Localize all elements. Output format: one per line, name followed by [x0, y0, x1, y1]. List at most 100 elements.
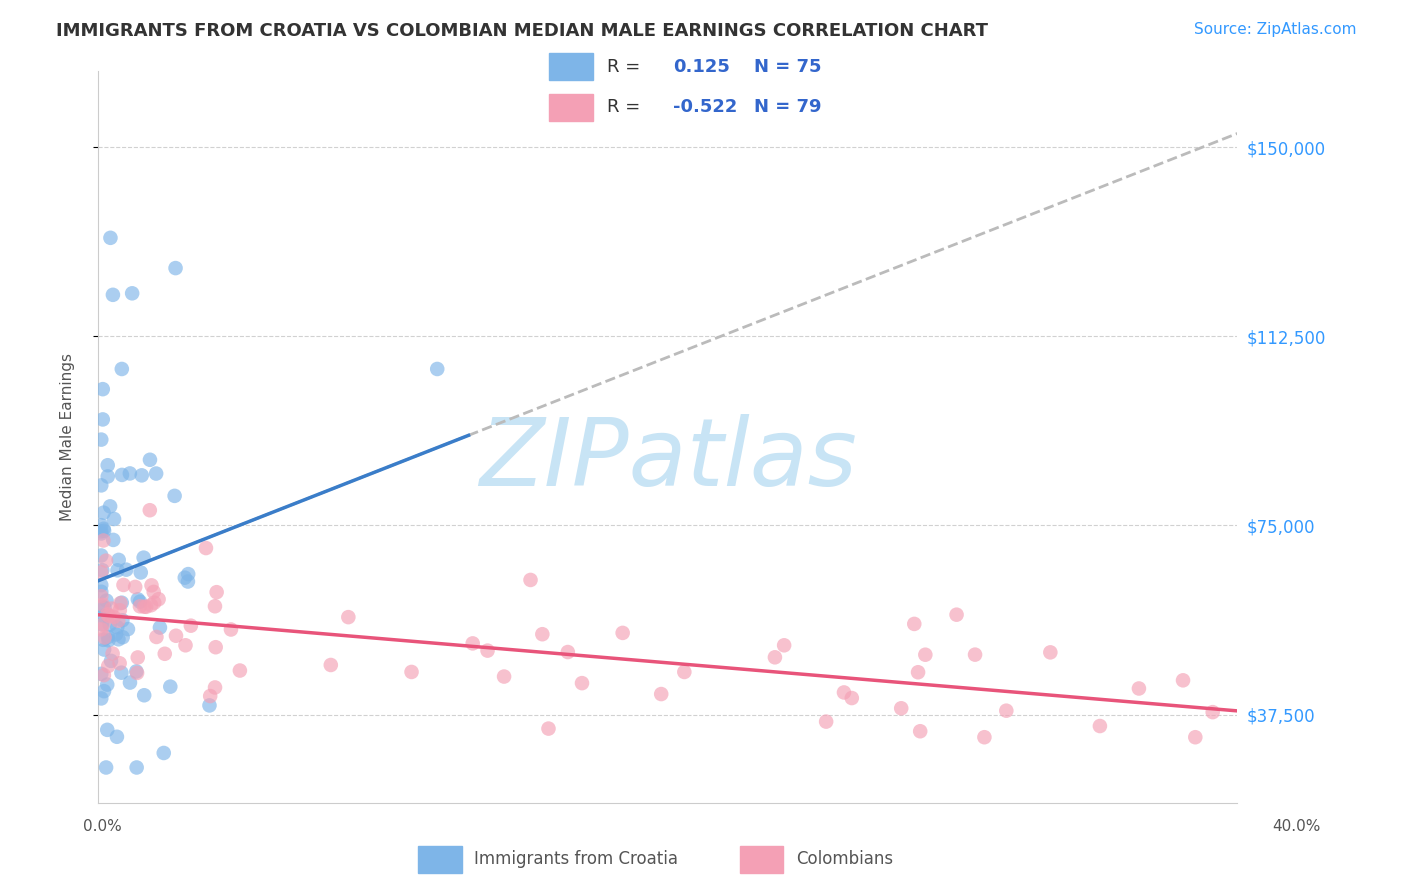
- Point: [93, 684, 115, 698]
- Point: [129, 566, 152, 580]
- Point: [337, 610, 360, 624]
- Point: [105, 730, 128, 744]
- Text: R =: R =: [607, 58, 641, 76]
- Point: [100, 601, 122, 615]
- Point: [91, 617, 114, 632]
- Point: [90, 524, 112, 539]
- Point: [96, 677, 118, 691]
- Point: [914, 648, 936, 662]
- Point: [90, 623, 112, 637]
- Point: [93, 631, 115, 645]
- Point: [152, 746, 174, 760]
- Point: [91, 598, 114, 612]
- Point: [494, 669, 516, 683]
- Point: [135, 599, 157, 614]
- Point: [139, 503, 162, 517]
- Point: [91, 412, 114, 426]
- Point: [127, 650, 149, 665]
- Point: [612, 626, 634, 640]
- Point: [1039, 645, 1062, 659]
- Point: [832, 685, 855, 699]
- Point: [90, 518, 112, 533]
- Point: [129, 595, 152, 609]
- Text: ZIPatlas: ZIPatlas: [479, 414, 856, 505]
- Point: [93, 533, 115, 548]
- Bar: [548, 54, 593, 80]
- Point: [973, 730, 995, 744]
- Point: [124, 580, 146, 594]
- Point: [94, 760, 117, 774]
- Point: [111, 467, 134, 482]
- Point: [105, 620, 128, 634]
- Bar: [419, 847, 461, 873]
- Point: [100, 654, 122, 668]
- Point: [134, 599, 156, 614]
- Point: [93, 668, 115, 682]
- Point: [204, 599, 226, 614]
- Point: [97, 469, 120, 483]
- Point: [91, 599, 114, 614]
- Point: [1128, 681, 1150, 696]
- Point: [219, 623, 242, 637]
- Point: [461, 636, 484, 650]
- Point: [98, 609, 121, 624]
- Point: [125, 665, 148, 680]
- Point: [90, 566, 112, 580]
- Point: [134, 688, 156, 702]
- Text: 40.0%: 40.0%: [1272, 820, 1320, 834]
- Point: [1202, 705, 1225, 719]
- Point: [139, 599, 162, 613]
- Point: [101, 647, 124, 661]
- Point: [531, 627, 554, 641]
- Point: [198, 698, 221, 713]
- Point: [148, 592, 170, 607]
- Point: [91, 382, 114, 396]
- Point: [519, 573, 541, 587]
- Point: [108, 657, 131, 671]
- Point: [93, 522, 115, 536]
- Point: [229, 664, 252, 678]
- Point: [93, 524, 115, 538]
- Point: [107, 563, 129, 577]
- Point: [773, 638, 796, 652]
- Point: [103, 610, 125, 624]
- Point: [91, 632, 114, 647]
- Point: [165, 629, 187, 643]
- Point: [650, 687, 672, 701]
- Point: [90, 584, 112, 599]
- Point: [93, 642, 115, 657]
- Text: N = 79: N = 79: [754, 98, 821, 116]
- Point: [93, 601, 115, 615]
- Point: [111, 596, 134, 610]
- Point: [100, 231, 122, 245]
- Point: [319, 658, 342, 673]
- Point: [145, 467, 167, 481]
- Point: [153, 647, 176, 661]
- Point: [125, 760, 148, 774]
- Point: [98, 500, 121, 514]
- Point: [103, 512, 125, 526]
- Point: [815, 714, 838, 729]
- Point: [90, 526, 112, 541]
- Point: [177, 567, 200, 582]
- Point: [177, 574, 200, 589]
- Point: [174, 638, 197, 652]
- Point: [107, 614, 129, 628]
- Text: 0.0%: 0.0%: [83, 820, 122, 834]
- Point: [90, 691, 112, 706]
- Point: [1088, 719, 1111, 733]
- Point: [90, 589, 112, 603]
- Point: [890, 701, 912, 715]
- Text: Immigrants from Croatia: Immigrants from Croatia: [474, 849, 678, 868]
- Point: [108, 603, 131, 617]
- Point: [93, 609, 115, 624]
- Point: [101, 288, 124, 302]
- Point: [477, 643, 499, 657]
- Text: -0.522: -0.522: [673, 98, 738, 116]
- Point: [963, 648, 986, 662]
- Point: [204, 640, 226, 655]
- Point: [200, 689, 222, 703]
- Point: [112, 578, 135, 592]
- Point: [1184, 730, 1206, 744]
- Text: N = 75: N = 75: [754, 58, 821, 76]
